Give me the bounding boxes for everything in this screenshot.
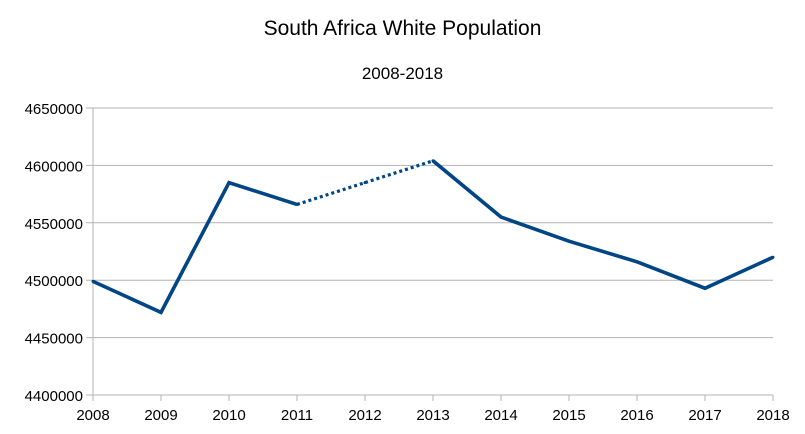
x-tick-label: 2011 [281, 407, 313, 424]
y-tick-label: 4600000 [25, 158, 83, 175]
x-tick-label: 2014 [484, 407, 517, 424]
series-dashed-segment [364, 159, 434, 185]
x-tick-label: 2013 [416, 407, 449, 424]
x-tick-label: 2018 [756, 407, 789, 424]
data-point [295, 202, 299, 206]
y-tick-label: 4400000 [25, 388, 83, 405]
data-point [499, 215, 503, 219]
x-tick-label: 2015 [552, 407, 585, 424]
x-tick-label: 2016 [620, 407, 653, 424]
data-point [91, 279, 95, 283]
data-point [635, 260, 639, 264]
x-tick-label: 2010 [212, 407, 245, 424]
series-dashed-segment [296, 181, 366, 206]
y-tick-label: 4450000 [25, 331, 83, 348]
data-point [363, 181, 367, 185]
y-tick-label: 4500000 [25, 273, 83, 290]
data-point [567, 239, 571, 243]
y-tick-label: 4650000 [25, 101, 83, 118]
x-tick-label: 2008 [76, 407, 109, 424]
x-tick-label: 2012 [348, 407, 381, 424]
x-tick-label: 2009 [144, 407, 177, 424]
series-line-segment [92, 180, 298, 315]
x-tick-label: 2017 [688, 407, 721, 424]
y-tick-label: 4550000 [25, 216, 83, 233]
data-point [703, 286, 707, 290]
series-line-segment [431, 159, 774, 291]
data-point [431, 159, 435, 163]
data-point [159, 310, 163, 314]
chart-title: South Africa White Population [263, 17, 542, 40]
chart-subtitle: 2008-2018 [361, 64, 444, 83]
data-point [227, 181, 231, 185]
data-point [771, 255, 775, 259]
